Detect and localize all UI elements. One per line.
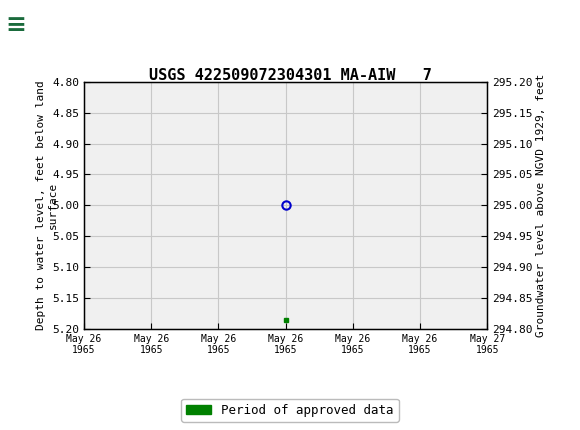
Text: USGS 422509072304301 MA-AIW   7: USGS 422509072304301 MA-AIW 7 xyxy=(148,68,432,83)
Y-axis label: Depth to water level, feet below land
surface: Depth to water level, feet below land su… xyxy=(36,80,57,330)
Y-axis label: Groundwater level above NGVD 1929, feet: Groundwater level above NGVD 1929, feet xyxy=(536,74,546,337)
Legend: Period of approved data: Period of approved data xyxy=(181,399,399,421)
Text: ≡: ≡ xyxy=(6,12,27,37)
FancyBboxPatch shape xyxy=(6,4,75,45)
Text: USGS: USGS xyxy=(49,15,93,34)
